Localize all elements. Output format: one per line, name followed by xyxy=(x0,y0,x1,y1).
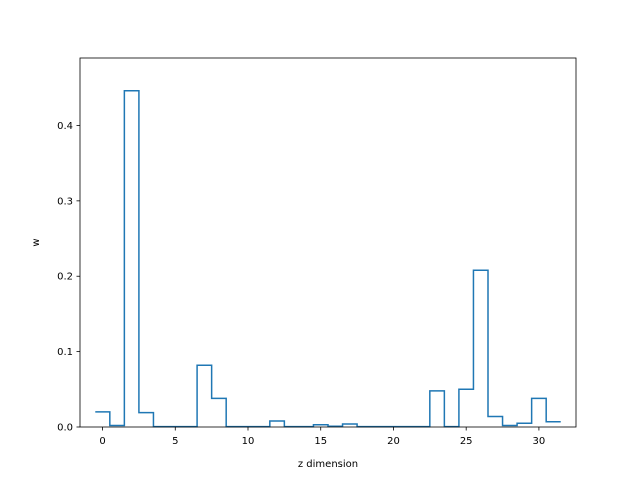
y-axis-ticks: 0.0 0.1 0.2 0.3 0.4 xyxy=(57,121,80,434)
x-tick-label: 30 xyxy=(533,436,546,447)
x-tick-label: 20 xyxy=(387,436,400,447)
y-tick-label: 0.3 xyxy=(57,196,73,207)
plot-frame xyxy=(79,57,577,428)
x-axis-ticks: 0 5 10 15 20 25 30 xyxy=(99,427,545,447)
x-tick-label: 0 xyxy=(99,436,105,447)
y-tick-label: 0.0 xyxy=(57,423,73,434)
plot-area xyxy=(80,58,576,427)
x-axis-label: z dimension xyxy=(298,459,358,470)
y-tick-label: 0.4 xyxy=(57,121,73,132)
x-tick-label: 15 xyxy=(314,436,327,447)
x-tick-label: 25 xyxy=(460,436,473,447)
x-tick-label: 10 xyxy=(242,436,255,447)
x-tick-label: 5 xyxy=(172,436,178,447)
y-axis-label: w xyxy=(31,238,42,246)
y-tick-label: 0.2 xyxy=(57,272,73,283)
y-tick-label: 0.1 xyxy=(57,347,73,358)
